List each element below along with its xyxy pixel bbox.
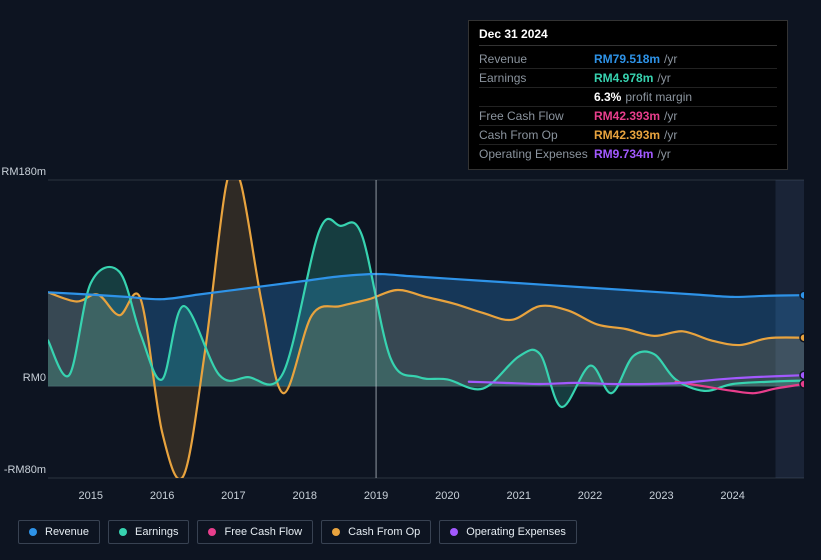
tooltip-row-suffix: profit margin	[625, 90, 692, 104]
x-axis-label: 2024	[720, 490, 744, 502]
tooltip-row-value: RM4.978m	[594, 71, 653, 85]
tooltip-row-suffix: /yr	[664, 109, 677, 123]
legend-item[interactable]: Revenue	[18, 520, 100, 544]
legend-item-label: Earnings	[135, 526, 178, 538]
legend-dot-icon	[29, 528, 37, 536]
x-axis-label: 2018	[293, 490, 317, 502]
x-axis-label: 2015	[79, 490, 103, 502]
x-axis-label: 2023	[649, 490, 673, 502]
tooltip-row: EarningsRM4.978m/yr	[479, 69, 777, 88]
chart-legend: Revenue Earnings Free Cash Flow Cash From O…	[18, 520, 577, 544]
tooltip-row: Cash From OpRM42.393m/yr	[479, 126, 777, 145]
tooltip-row-label	[479, 90, 594, 104]
legend-item[interactable]: Free Cash Flow	[197, 520, 313, 544]
x-axis-label: 2020	[435, 490, 459, 502]
tooltip-row-value: RM79.518m	[594, 52, 660, 66]
legend-item[interactable]: Cash From Op	[321, 520, 431, 544]
x-axis-label: 2017	[221, 490, 245, 502]
tooltip-row-label: Cash From Op	[479, 128, 594, 142]
tooltip-row-value: RM9.734m	[594, 147, 653, 161]
legend-dot-icon	[208, 528, 216, 536]
tooltip-row-label: Free Cash Flow	[479, 109, 594, 123]
tooltip-row: Operating ExpensesRM9.734m/yr	[479, 145, 777, 163]
legend-item[interactable]: Operating Expenses	[439, 520, 577, 544]
x-axis-label: 2021	[506, 490, 530, 502]
tooltip-title: Dec 31 2024	[479, 27, 777, 46]
legend-dot-icon	[450, 528, 458, 536]
legend-item[interactable]: Earnings	[108, 520, 189, 544]
tooltip-row-suffix: /yr	[657, 147, 670, 161]
legend-dot-icon	[119, 528, 127, 536]
legend-item-label: Free Cash Flow	[224, 526, 302, 538]
legend-item-label: Operating Expenses	[466, 526, 566, 538]
x-axis-label: 2016	[150, 490, 174, 502]
x-axis-label: 2022	[578, 490, 602, 502]
chart-tooltip: Dec 31 2024 RevenueRM79.518m/yrEarningsR…	[468, 20, 788, 170]
tooltip-row-suffix: /yr	[664, 52, 677, 66]
tooltip-row: 6.3% profit margin	[479, 88, 777, 107]
legend-item-label: Revenue	[45, 526, 89, 538]
tooltip-row: Free Cash FlowRM42.393m/yr	[479, 107, 777, 126]
legend-item-label: Cash From Op	[348, 526, 420, 538]
tooltip-row-suffix: /yr	[664, 128, 677, 142]
tooltip-row-suffix: /yr	[657, 71, 670, 85]
legend-dot-icon	[332, 528, 340, 536]
tooltip-row-value: RM42.393m	[594, 109, 660, 123]
tooltip-row-value: RM42.393m	[594, 128, 660, 142]
tooltip-row: RevenueRM79.518m/yr	[479, 50, 777, 69]
tooltip-row-label: Operating Expenses	[479, 147, 594, 161]
tooltip-row-label: Earnings	[479, 71, 594, 85]
tooltip-row-value: 6.3%	[594, 90, 621, 104]
tooltip-row-label: Revenue	[479, 52, 594, 66]
x-axis-label: 2019	[364, 490, 388, 502]
